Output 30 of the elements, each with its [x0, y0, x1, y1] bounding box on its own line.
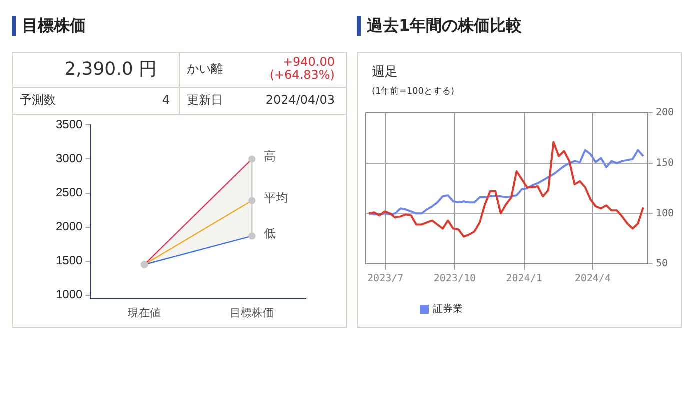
- series-label: 低: [264, 226, 276, 240]
- text: かい離: [187, 62, 223, 76]
- series-label: 平均: [264, 190, 288, 205]
- chart-subtitle: 週足: [372, 65, 398, 80]
- y-tick-label: 50: [656, 258, 668, 270]
- x-tick-label: 2024/1: [506, 274, 542, 285]
- chart-title: 過去1年間の株価比較: [367, 16, 522, 37]
- x-tick-label: 現在値: [128, 307, 162, 320]
- text: 2,390.0 円: [64, 59, 157, 80]
- chart-title: 目標株価: [22, 16, 86, 37]
- legend-label: 証券業: [433, 302, 463, 316]
- series-label: 高: [264, 149, 276, 164]
- x-tick-label: 2023/7: [368, 274, 404, 285]
- y-tick-label: 100: [656, 208, 674, 220]
- y-tick-label: 3500: [56, 118, 84, 132]
- y-tick-label: 3000: [56, 152, 84, 166]
- y-tick-label: 2000: [56, 220, 84, 234]
- text: (1年前=100とする): [372, 86, 454, 99]
- text: +940.00 (+64.83%): [268, 55, 335, 82]
- x-tick-label: 2023/10: [434, 274, 476, 285]
- y-tick-label: 2500: [56, 186, 84, 200]
- y-tick-label: 150: [656, 158, 674, 169]
- text: 更新日: [187, 93, 223, 107]
- text: 予測数: [20, 93, 56, 107]
- y-tick-label: 1000: [56, 288, 84, 302]
- x-tick-label: 2024/4: [574, 274, 611, 285]
- y-tick-label: 200: [656, 108, 674, 119]
- text: 4: [161, 93, 170, 107]
- y-tick-label: 1500: [56, 254, 84, 268]
- text: 2024/04/03: [264, 93, 335, 107]
